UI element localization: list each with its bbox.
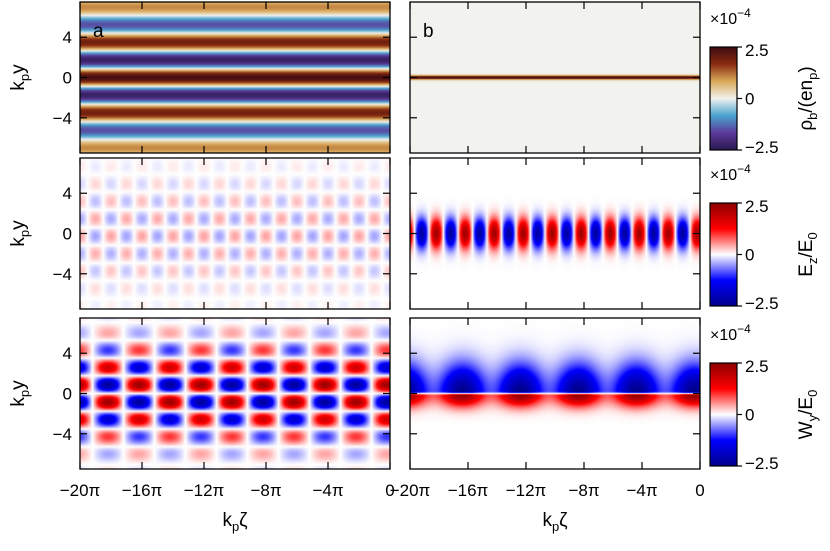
- colorbar-scale: ×10−4: [710, 6, 751, 28]
- y-tick-label: −4: [53, 425, 72, 444]
- heatmap-W-y-a: [80, 318, 390, 469]
- x-tick-label: −12π: [184, 481, 225, 500]
- colorbar-tick-label: 0: [745, 246, 754, 265]
- x-tick-label: −4π: [626, 481, 657, 500]
- axis-ticks: 40−440−4−20π −16π −12π −8π −4π 040−4−20π −16π −…: [53, 2, 705, 500]
- colorbars: 2.5 0 −2.5 ×10−4 ρb/(enp) 2.5 0 −2.5 ×10−4 Ez/E0 2…: [709, 6, 820, 473]
- heatmap-rho-b-b: [410, 2, 700, 153]
- panel-letter-b: b: [423, 21, 434, 42]
- colorbar-tick-label: −2.5: [745, 294, 779, 313]
- colorbar-E-z: [709, 202, 738, 307]
- y-tick-label: 0: [63, 385, 72, 404]
- y-tick-label: 4: [63, 28, 72, 47]
- colorbar-tick-label: 2.5: [745, 357, 769, 376]
- x-tick-label: 0: [695, 481, 704, 500]
- y-tick-label: 0: [63, 225, 72, 244]
- panels: [79, 1, 701, 470]
- x-tick-label: −8π: [568, 481, 599, 500]
- colorbar-tick-label: 0: [745, 90, 754, 109]
- x-tick-label: 0: [385, 481, 394, 500]
- colorbar-W-y: [709, 362, 738, 467]
- colorbar-label: ρb/(enp): [796, 66, 820, 130]
- colorbar-tick-label: −2.5: [745, 138, 779, 157]
- colorbar-tick-label: 0: [745, 406, 754, 425]
- x-axis-label: kpζ: [222, 510, 248, 534]
- colorbar-label: Wy/E0: [796, 390, 820, 440]
- x-tick-label: −4π: [312, 481, 343, 500]
- x-tick-label: −16π: [448, 481, 489, 500]
- x-tick-label: −8π: [250, 481, 281, 500]
- axis-labels: kpy kpy kpy a b kpζ kpζ: [8, 21, 568, 534]
- y-axis-label: kpy: [8, 380, 32, 407]
- y-axis-label: kpy: [8, 220, 32, 247]
- y-axis-label: kpy: [8, 64, 32, 91]
- x-tick-label: −16π: [122, 481, 163, 500]
- heatmap-E-z-a: [80, 158, 390, 309]
- panel-letter-a: a: [93, 21, 104, 42]
- x-tick-label: −20π: [390, 481, 431, 500]
- colorbar-tick-label: −2.5: [745, 454, 779, 473]
- colorbar-rho-b: [709, 46, 738, 151]
- y-tick-label: 0: [63, 69, 72, 88]
- colorbar-tick-label: 2.5: [745, 41, 769, 60]
- x-tick-label: −12π: [506, 481, 547, 500]
- x-axis-label: kpζ: [542, 510, 568, 534]
- heatmap-rho-b-a: [80, 2, 390, 153]
- y-tick-label: 4: [63, 344, 72, 363]
- heatmap-E-z-b: [410, 158, 700, 309]
- colorbar-scale: ×10−4: [710, 322, 751, 344]
- colorbar-scale: ×10−4: [710, 162, 751, 184]
- y-tick-label: −4: [53, 109, 72, 128]
- y-tick-label: −4: [53, 265, 72, 284]
- y-tick-label: 4: [63, 184, 72, 203]
- colorbar-tick-label: 2.5: [745, 197, 769, 216]
- colorbar-label: Ez/E0: [796, 232, 820, 276]
- x-tick-label: −20π: [60, 481, 101, 500]
- heatmap-W-y-b: [410, 318, 700, 469]
